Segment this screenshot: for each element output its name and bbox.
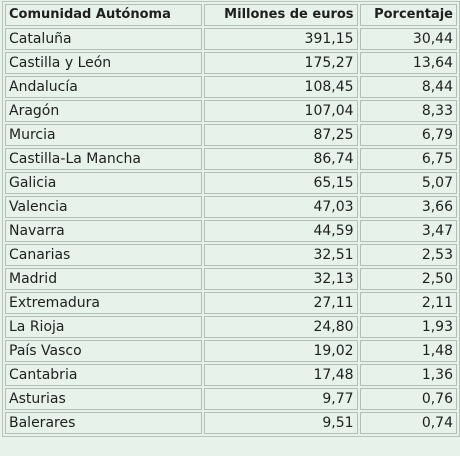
cell-millones: 17,48 bbox=[203, 364, 358, 386]
cell-porcentaje: 0,74 bbox=[359, 412, 457, 434]
cell-comunidad: Madrid bbox=[5, 268, 202, 290]
table-row: Balerares 9,51 0,74 bbox=[5, 412, 457, 434]
cell-millones: 175,27 bbox=[203, 52, 358, 74]
cell-comunidad: Asturias bbox=[5, 388, 202, 410]
cell-porcentaje: 8,44 bbox=[359, 76, 457, 98]
cell-comunidad: Aragón bbox=[5, 100, 202, 122]
cell-millones: 65,15 bbox=[203, 172, 358, 194]
cell-comunidad: Balerares bbox=[5, 412, 202, 434]
cell-millones: 44,59 bbox=[203, 220, 358, 242]
cell-comunidad: Andalucía bbox=[5, 76, 202, 98]
cell-millones: 47,03 bbox=[203, 196, 358, 218]
table-row: La Rioja 24,80 1,93 bbox=[5, 316, 457, 338]
cell-porcentaje: 1,48 bbox=[359, 340, 457, 362]
table-row: Castilla y León 175,27 13,64 bbox=[5, 52, 457, 74]
table-row: Canarias 32,51 2,53 bbox=[5, 244, 457, 266]
cell-porcentaje: 3,47 bbox=[359, 220, 457, 242]
cell-porcentaje: 1,93 bbox=[359, 316, 457, 338]
table-row: Andalucía 108,45 8,44 bbox=[5, 76, 457, 98]
cell-comunidad: Galicia bbox=[5, 172, 202, 194]
cell-millones: 391,15 bbox=[203, 28, 358, 50]
cell-comunidad: Cantabria bbox=[5, 364, 202, 386]
cell-porcentaje: 3,66 bbox=[359, 196, 457, 218]
cell-comunidad: Navarra bbox=[5, 220, 202, 242]
table-row: Madrid 32,13 2,50 bbox=[5, 268, 457, 290]
data-table: Comunidad Autónoma Millones de euros Por… bbox=[2, 1, 460, 437]
cell-millones: 19,02 bbox=[203, 340, 358, 362]
cell-porcentaje: 5,07 bbox=[359, 172, 457, 194]
table-row: Extremadura 27,11 2,11 bbox=[5, 292, 457, 314]
cell-millones: 32,13 bbox=[203, 268, 358, 290]
cell-porcentaje: 2,53 bbox=[359, 244, 457, 266]
table-row: Galicia 65,15 5,07 bbox=[5, 172, 457, 194]
table-body: Cataluña 391,15 30,44 Castilla y León 175,27… bbox=[5, 28, 457, 434]
table-row: Navarra 44,59 3,47 bbox=[5, 220, 457, 242]
cell-millones: 108,45 bbox=[203, 76, 358, 98]
cell-millones: 86,74 bbox=[203, 148, 358, 170]
table-row: País Vasco 19,02 1,48 bbox=[5, 340, 457, 362]
cell-millones: 27,11 bbox=[203, 292, 358, 314]
cell-porcentaje: 6,75 bbox=[359, 148, 457, 170]
cell-comunidad: Murcia bbox=[5, 124, 202, 146]
cell-millones: 9,51 bbox=[203, 412, 358, 434]
header-row: Comunidad Autónoma Millones de euros Por… bbox=[5, 4, 457, 26]
cell-comunidad: Castilla-La Mancha bbox=[5, 148, 202, 170]
cell-millones: 32,51 bbox=[203, 244, 358, 266]
table-row: Cataluña 391,15 30,44 bbox=[5, 28, 457, 50]
cell-comunidad: Canarias bbox=[5, 244, 202, 266]
table-header: Comunidad Autónoma Millones de euros Por… bbox=[5, 4, 457, 26]
table-row: Asturias 9,77 0,76 bbox=[5, 388, 457, 410]
table-row: Castilla-La Mancha 86,74 6,75 bbox=[5, 148, 457, 170]
cell-comunidad: Valencia bbox=[5, 196, 202, 218]
table-row: Aragón 107,04 8,33 bbox=[5, 100, 457, 122]
cell-millones: 9,77 bbox=[203, 388, 358, 410]
cell-comunidad: La Rioja bbox=[5, 316, 202, 338]
header-porcentaje: Porcentaje bbox=[359, 4, 457, 26]
cell-porcentaje: 30,44 bbox=[359, 28, 457, 50]
table-row: Murcia 87,25 6,79 bbox=[5, 124, 457, 146]
header-comunidad: Comunidad Autónoma bbox=[5, 4, 202, 26]
cell-porcentaje: 8,33 bbox=[359, 100, 457, 122]
cell-porcentaje: 2,50 bbox=[359, 268, 457, 290]
header-millones: Millones de euros bbox=[203, 4, 358, 26]
cell-porcentaje: 1,36 bbox=[359, 364, 457, 386]
table-row: Valencia 47,03 3,66 bbox=[5, 196, 457, 218]
cell-comunidad: Extremadura bbox=[5, 292, 202, 314]
cell-comunidad: País Vasco bbox=[5, 340, 202, 362]
cell-porcentaje: 0,76 bbox=[359, 388, 457, 410]
table-row: Cantabria 17,48 1,36 bbox=[5, 364, 457, 386]
cell-comunidad: Cataluña bbox=[5, 28, 202, 50]
cell-comunidad: Castilla y León bbox=[5, 52, 202, 74]
cell-porcentaje: 13,64 bbox=[359, 52, 457, 74]
cell-porcentaje: 2,11 bbox=[359, 292, 457, 314]
table-container: Comunidad Autónoma Millones de euros Por… bbox=[2, 1, 460, 437]
cell-millones: 107,04 bbox=[203, 100, 358, 122]
cell-millones: 24,80 bbox=[203, 316, 358, 338]
cell-porcentaje: 6,79 bbox=[359, 124, 457, 146]
cell-millones: 87,25 bbox=[203, 124, 358, 146]
